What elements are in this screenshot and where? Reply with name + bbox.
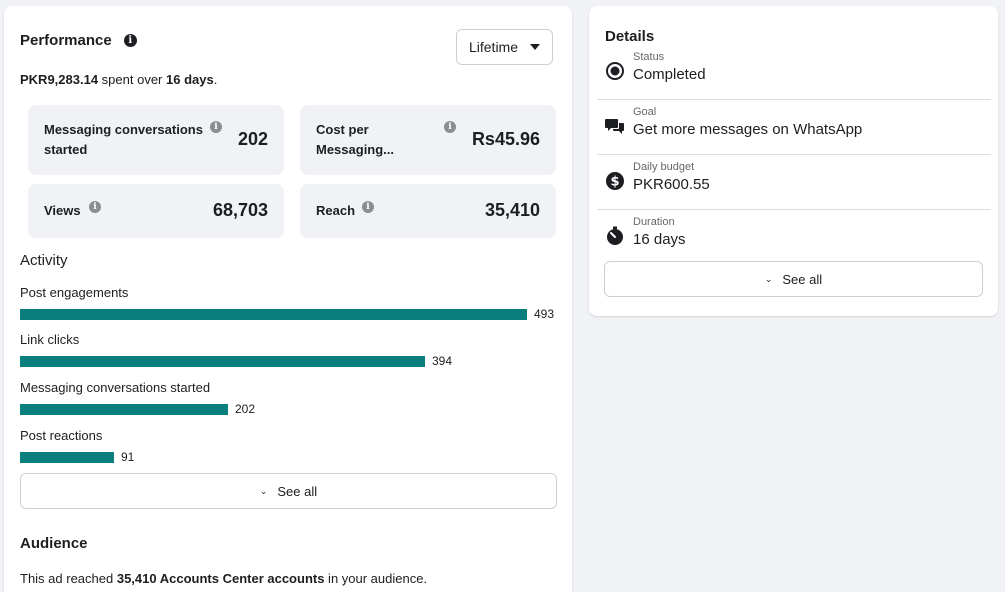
spent-mid-text: spent over xyxy=(98,72,166,87)
chevron-down-icon: ⌄ xyxy=(764,273,773,284)
activity-value: 202 xyxy=(235,402,256,416)
svg-text:$: $ xyxy=(610,175,619,190)
info-icon[interactable]: i xyxy=(123,34,137,47)
details-value: Get more messages on WhatsApp xyxy=(633,121,863,138)
audience-text-end: in your audience. xyxy=(324,571,428,586)
activity-value: 91 xyxy=(121,450,135,464)
spent-amount: PKR9,283.14 xyxy=(20,72,99,87)
activity-label: Post reactions xyxy=(20,428,103,443)
metric-reach: Reach i 35,410 xyxy=(300,184,556,238)
metric-cost-per-messaging: Cost per Messaging... i Rs45.96 xyxy=(300,105,556,175)
audience-text-bold: 35,410 Accounts Center accounts xyxy=(116,571,325,586)
performance-heading: Performance i xyxy=(20,32,137,49)
chat-bubbles-icon xyxy=(605,116,625,136)
info-icon[interactable]: i xyxy=(210,121,222,133)
chevron-down-icon: ⌄ xyxy=(259,485,268,496)
metric-messaging-conversations: Messaging conversations started i 202 xyxy=(28,105,284,175)
timeframe-dropdown[interactable]: Lifetime xyxy=(456,29,553,65)
details-row-status: Status Completed xyxy=(597,45,991,100)
metric-label: Reach xyxy=(316,203,356,218)
metric-value: Rs45.96 xyxy=(471,129,540,149)
details-value: Completed xyxy=(633,66,706,83)
info-icon[interactable]: i xyxy=(89,201,101,213)
audience-text: This ad reached 35,410 Accounts Center a… xyxy=(20,571,427,586)
stopwatch-icon xyxy=(605,226,625,246)
activity-row: Post reactions 91 xyxy=(20,428,560,465)
info-icon[interactable]: i xyxy=(362,201,374,213)
audience-text-start: This ad reached xyxy=(20,571,117,586)
details-row-goal: Goal Get more messages on WhatsApp xyxy=(597,100,991,155)
activity-row: Messaging conversations started 202 xyxy=(20,380,560,417)
activity-bar xyxy=(20,308,527,320)
metric-label: Messaging conversations started xyxy=(44,122,203,157)
details-value: PKR600.55 xyxy=(633,176,710,193)
activity-value: 394 xyxy=(432,354,453,368)
details-row-daily-budget: $ Daily budget PKR600.55 xyxy=(597,155,991,210)
activity-label: Link clicks xyxy=(20,332,80,347)
timeframe-label: Lifetime xyxy=(468,39,519,55)
details-title: Details xyxy=(605,28,655,45)
details-row-duration: Duration 16 days xyxy=(597,210,991,265)
activity-label: Post engagements xyxy=(20,285,129,300)
details-card: Details Status Completed Goal Get more m… xyxy=(589,6,998,316)
audience-title: Audience xyxy=(20,535,88,552)
details-label: Goal xyxy=(633,106,657,118)
details-see-all-button[interactable]: ⌄ See all xyxy=(604,261,983,297)
activity-row: Post engagements 493 xyxy=(20,285,560,322)
activity-title: Activity xyxy=(20,252,68,269)
details-label: Duration xyxy=(633,216,675,228)
performance-title: Performance xyxy=(20,32,112,49)
spent-days: 16 days xyxy=(166,72,214,87)
spend-summary: PKR9,283.14 spent over 16 days. xyxy=(20,72,217,87)
metric-value: 202 xyxy=(237,129,268,149)
activity-label: Messaging conversations started xyxy=(20,380,211,395)
metric-value: 68,703 xyxy=(212,200,268,220)
metric-label: Cost per Messaging... xyxy=(316,122,395,157)
activity-row: Link clicks 394 xyxy=(20,332,560,369)
radio-selected-icon xyxy=(605,61,625,81)
caret-down-icon xyxy=(530,44,541,50)
metric-views: Views i 68,703 xyxy=(28,184,284,238)
info-icon[interactable]: i xyxy=(444,121,456,133)
details-label: Status xyxy=(633,51,665,63)
metric-label: Views xyxy=(44,203,81,218)
details-value: 16 days xyxy=(633,231,686,248)
activity-bar xyxy=(20,355,425,367)
see-all-label: See all xyxy=(277,483,318,499)
spent-end-text: . xyxy=(213,72,218,87)
dollar-coin-icon: $ xyxy=(605,171,625,191)
activity-see-all-button[interactable]: ⌄ See all xyxy=(20,473,557,509)
activity-value: 493 xyxy=(534,307,555,321)
activity-bar xyxy=(20,451,114,463)
details-label: Daily budget xyxy=(633,161,695,173)
activity-bar xyxy=(20,403,228,415)
metric-value: 35,410 xyxy=(484,200,540,220)
performance-card: Performance i Lifetime PKR9,283.14 spent… xyxy=(4,6,572,592)
see-all-label: See all xyxy=(782,271,823,287)
